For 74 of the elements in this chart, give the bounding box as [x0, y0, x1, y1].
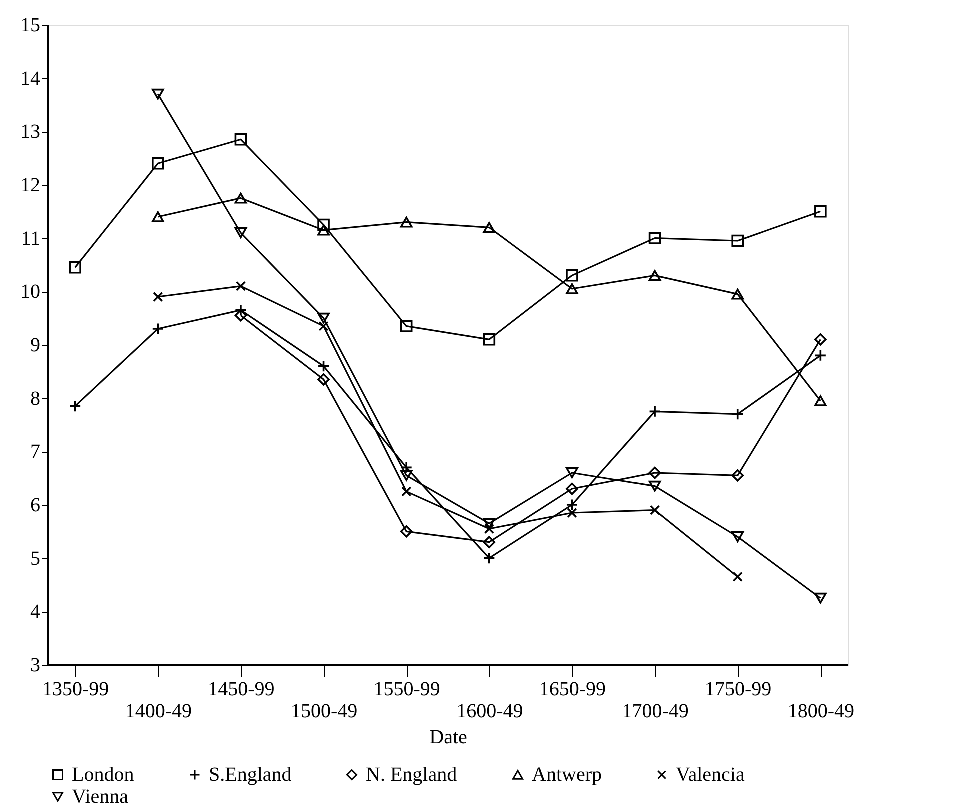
y-tick-label: 9: [30, 334, 40, 356]
x-tick-label: 1400-49: [125, 700, 192, 722]
point: [566, 468, 578, 478]
x-tick-label: 1600-49: [456, 700, 524, 722]
point: [648, 466, 662, 480]
y-tick-label: 14: [20, 68, 40, 90]
point: [400, 470, 413, 482]
y-tick-label: 5: [30, 548, 40, 570]
x-tick-label: 1500-49: [290, 700, 358, 722]
x-tick-label: 1700-49: [622, 700, 689, 722]
x-tick-label: 1350-99: [42, 678, 110, 700]
legend-label: Vienna: [72, 786, 129, 808]
point: [483, 536, 496, 548]
y-tick-label: 15: [20, 14, 40, 36]
point: [400, 216, 413, 228]
x-tick-label: 1650-99: [539, 678, 606, 700]
x-tick-label: 1550-99: [374, 678, 440, 700]
y-tick-label: 7: [30, 441, 40, 464]
point: [814, 334, 827, 346]
legend-label: S.England: [209, 764, 292, 786]
point: [234, 228, 248, 238]
point: [732, 532, 744, 542]
y-tick-label: 6: [30, 494, 40, 516]
point: [236, 281, 246, 292]
y-tick-label: 3: [30, 654, 40, 676]
point: [400, 320, 413, 332]
point: [732, 470, 744, 482]
point: [566, 284, 578, 294]
x-tick-label: 1800-49: [788, 700, 855, 722]
x-axis-title: Date: [430, 726, 468, 748]
point: [483, 222, 496, 234]
point: [814, 592, 827, 604]
point: [732, 288, 744, 300]
point: [318, 312, 330, 324]
point: [648, 232, 662, 244]
x-tick-label: 1450-99: [208, 678, 275, 700]
point: [69, 262, 82, 274]
point: [732, 572, 743, 582]
point: [484, 524, 495, 534]
legend-label: London: [72, 764, 134, 786]
point: [401, 486, 412, 497]
point: [153, 292, 164, 302]
point: [814, 396, 827, 406]
legend-label: Valencia: [676, 764, 745, 786]
point: [318, 374, 330, 386]
y-tick-label: 4: [30, 601, 40, 624]
point: [483, 334, 496, 346]
point: [648, 270, 662, 282]
y-tick-label: 10: [20, 281, 40, 304]
legend-label: N. England: [366, 764, 458, 786]
point: [152, 88, 164, 100]
y-tick-label: 8: [30, 388, 40, 410]
point: [648, 480, 662, 492]
point: [234, 192, 248, 204]
y-tick-label: 11: [21, 228, 40, 250]
point: [566, 482, 578, 496]
point: [152, 158, 164, 170]
point: [483, 518, 496, 530]
y-tick-label: 12: [20, 174, 40, 196]
point: [318, 224, 330, 236]
legend-label: Antwerp: [532, 764, 602, 786]
point: [234, 134, 248, 146]
x-tick-label: 1750-99: [705, 678, 772, 700]
point: [814, 206, 827, 218]
point: [152, 212, 164, 222]
point: [567, 508, 578, 518]
point: [400, 526, 413, 538]
point: [318, 218, 330, 232]
point: [566, 270, 578, 282]
point: [650, 505, 660, 516]
point: [318, 321, 329, 332]
point: [234, 310, 248, 322]
y-tick-label: 13: [20, 121, 40, 144]
point: [732, 234, 744, 248]
